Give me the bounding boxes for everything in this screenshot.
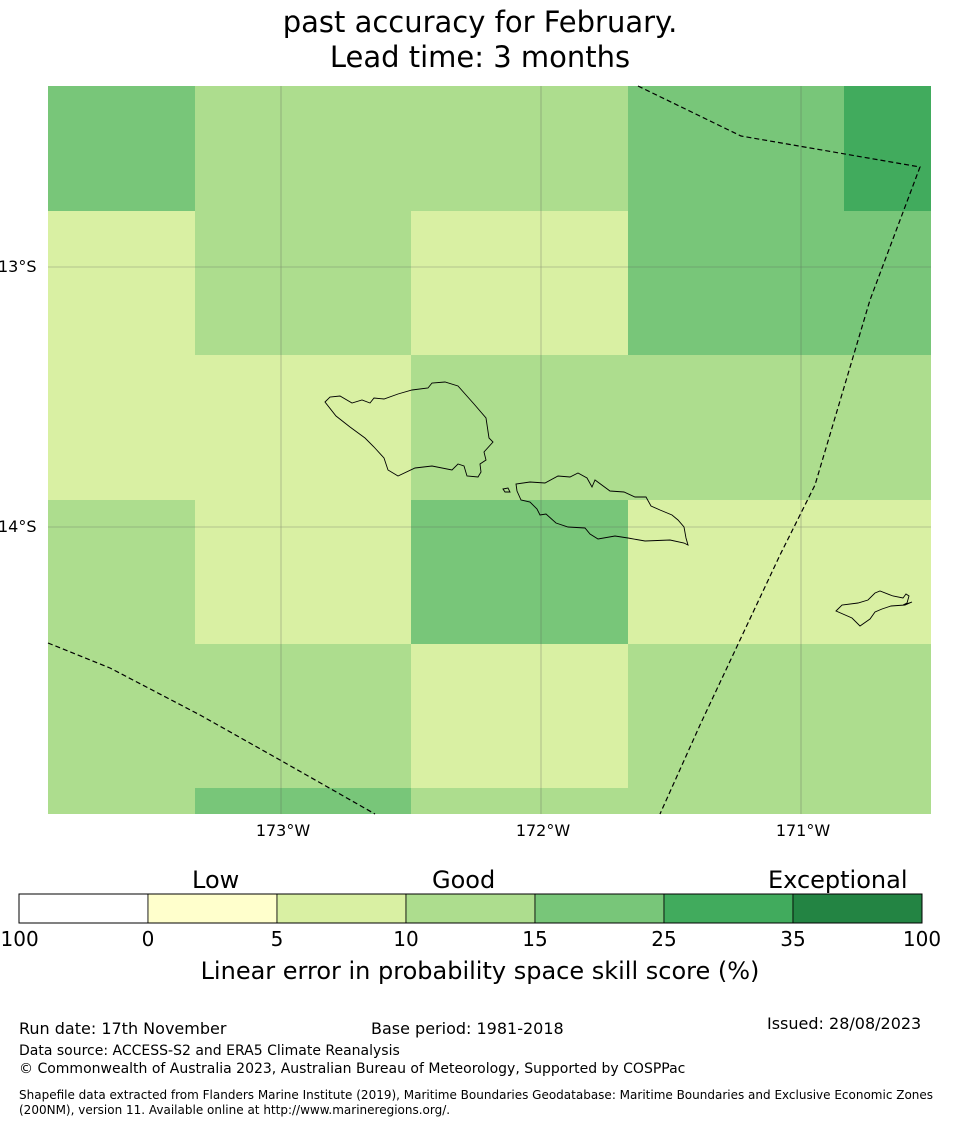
- issued-date: Issued: 28/08/2023: [767, 1014, 922, 1033]
- eez-boundary-southwest: [47, 642, 376, 815]
- colorbar-segment: [405, 893, 536, 924]
- lon-label-172w: 172°W: [515, 821, 571, 840]
- colorbar-tick: 100: [902, 927, 942, 951]
- upolu-island-outline: [515, 472, 689, 546]
- skill-cell: [844, 500, 931, 644]
- skill-cell: [844, 211, 931, 355]
- colorbar-segment: [276, 893, 407, 924]
- base-period: Base period: 1981-2018: [371, 1019, 564, 1038]
- savaii-island-outline: [324, 381, 494, 478]
- manono-islet-outline: [502, 487, 511, 493]
- colorbar-tick: 0: [141, 927, 155, 951]
- colorbar-tick: 35: [780, 927, 806, 951]
- lon-label-171w: 171°W: [775, 821, 831, 840]
- colorbar-tick: 10: [393, 927, 419, 951]
- skill-cell: [844, 788, 931, 814]
- skill-cell: [411, 86, 628, 211]
- skill-cell: [844, 86, 931, 211]
- map-title-line2: Lead time: 3 months: [329, 40, 631, 74]
- colorbar: [18, 893, 923, 924]
- skill-cell: [195, 500, 411, 644]
- colorbar-tick: -100: [0, 927, 39, 951]
- colorbar-segment: [534, 893, 665, 924]
- lat-label-14s: 14°S: [0, 517, 37, 536]
- skill-cell: [411, 788, 628, 814]
- eez-boundaries: [47, 85, 921, 815]
- colorbar-title: Linear error in probability space skill …: [200, 957, 760, 985]
- skill-cell: [411, 500, 628, 644]
- skill-cell: [195, 86, 411, 211]
- skill-cell: [48, 86, 195, 211]
- skill-cell: [195, 211, 411, 355]
- colorbar-segment: [18, 893, 149, 924]
- skill-cell: [844, 644, 931, 788]
- graticule: [48, 86, 931, 814]
- skill-cell: [48, 644, 195, 788]
- skill-cell: [411, 211, 628, 355]
- skill-cell: [48, 788, 195, 814]
- category-low: Low: [192, 866, 240, 894]
- category-exceptional: Exceptional: [768, 866, 908, 894]
- colorbar-frame: [18, 893, 923, 924]
- skill-grid: [48, 86, 931, 814]
- colorbar-segment: [792, 893, 923, 924]
- skill-cell: [411, 644, 628, 788]
- category-good: Good: [432, 866, 496, 894]
- skill-cell: [195, 355, 411, 500]
- lat-label-13s: 13°S: [0, 257, 37, 276]
- skill-cell: [411, 355, 628, 500]
- skill-cell: [844, 355, 931, 500]
- data-source: Data source: ACCESS-S2 and ERA5 Climate …: [19, 1043, 400, 1059]
- colorbar-tick: 5: [270, 927, 284, 951]
- colorbar-segment: [663, 893, 794, 924]
- skill-cell: [195, 788, 411, 814]
- map-title-line1: past accuracy for February.: [282, 5, 678, 39]
- shapefile-credit-line1: Shapefile data extracted from Flanders M…: [19, 1088, 934, 1102]
- lon-label-173w: 173°W: [255, 821, 311, 840]
- skill-cell: [195, 644, 411, 788]
- coastlines: [324, 381, 913, 627]
- colorbar-segment: [147, 893, 278, 924]
- skill-cell: [48, 500, 195, 644]
- skill-cell: [628, 86, 844, 211]
- eez-boundary-north: [637, 85, 921, 815]
- shapefile-credit-line2: (200NM), version 11. Available online at…: [19, 1103, 451, 1117]
- colorbar-tick: 15: [522, 927, 548, 951]
- skill-cell: [48, 355, 195, 500]
- tutuila-island-outline: [835, 590, 913, 627]
- copyright: © Commonwealth of Australia 2023, Austra…: [19, 1061, 686, 1077]
- run-date: Run date: 17th November: [19, 1019, 227, 1038]
- colorbar-tick: 25: [651, 927, 677, 951]
- skill-cell: [48, 211, 195, 355]
